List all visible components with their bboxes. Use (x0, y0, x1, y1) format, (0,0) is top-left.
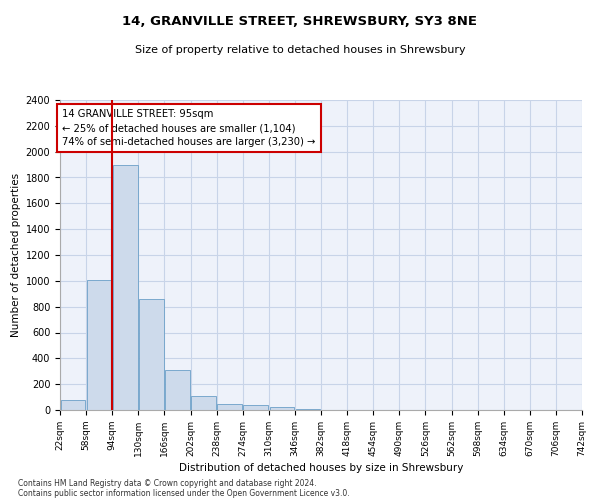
Bar (139, 299, 164, 410)
Bar (244, 405, 268, 410)
Text: Contains HM Land Registry data © Crown copyright and database right 2024.: Contains HM Land Registry data © Crown c… (18, 478, 317, 488)
Text: Size of property relative to detached houses in Shrewsbury: Size of property relative to detached ho… (134, 45, 466, 55)
X-axis label: Distribution of detached houses by size in Shrewsbury: Distribution of detached houses by size … (179, 463, 463, 473)
Bar (217, 404, 242, 410)
Bar (269, 408, 294, 410)
Bar (87, 280, 112, 410)
Bar (165, 370, 190, 410)
Text: 14 GRANVILLE STREET: 95sqm
← 25% of detached houses are smaller (1,104)
74% of s: 14 GRANVILLE STREET: 95sqm ← 25% of deta… (62, 109, 316, 147)
Bar (61, 400, 85, 410)
Text: Contains public sector information licensed under the Open Government Licence v3: Contains public sector information licen… (18, 488, 350, 498)
Bar (191, 396, 216, 410)
Text: 14, GRANVILLE STREET, SHREWSBURY, SY3 8NE: 14, GRANVILLE STREET, SHREWSBURY, SY3 8N… (122, 15, 478, 28)
Y-axis label: Number of detached properties: Number of detached properties (11, 173, 22, 337)
Bar (113, 164, 137, 410)
Bar (296, 408, 320, 410)
